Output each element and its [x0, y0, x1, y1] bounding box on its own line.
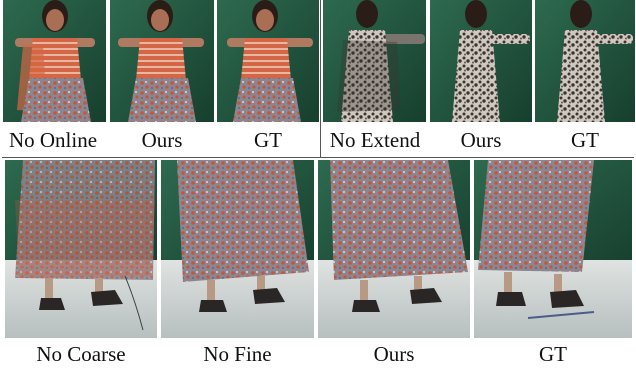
- caption-no-online: No Online: [8, 128, 98, 152]
- caption-ours-top-left: Ours: [141, 128, 183, 152]
- caption-gt-bottom: GT: [539, 342, 567, 366]
- photo-top-gt-2: [535, 0, 635, 122]
- photo-bottom-no-fine: [161, 160, 314, 338]
- photo-bottom-ours: [318, 160, 470, 338]
- caption-gt-top-left: GT: [254, 128, 282, 152]
- caption-gt-top-right: GT: [571, 128, 599, 152]
- photo-top-ours-1: [110, 0, 214, 122]
- photo-bottom-no-coarse: [5, 160, 157, 338]
- photo-top-ours-2: [430, 0, 532, 122]
- photo-bottom-gt: [474, 160, 632, 338]
- photo-top-no-online: [3, 0, 106, 122]
- caption-no-fine: No Fine: [203, 342, 272, 366]
- photo-top-gt-1: [217, 0, 319, 122]
- photo-top-no-extend: [323, 0, 426, 122]
- caption-no-coarse: No Coarse: [36, 342, 126, 366]
- vertical-divider: [320, 0, 321, 157]
- caption-ours-top-right: Ours: [460, 128, 502, 152]
- caption-no-extend: No Extend: [329, 128, 421, 152]
- caption-ours-bottom: Ours: [373, 342, 415, 366]
- horizontal-divider: [2, 157, 634, 158]
